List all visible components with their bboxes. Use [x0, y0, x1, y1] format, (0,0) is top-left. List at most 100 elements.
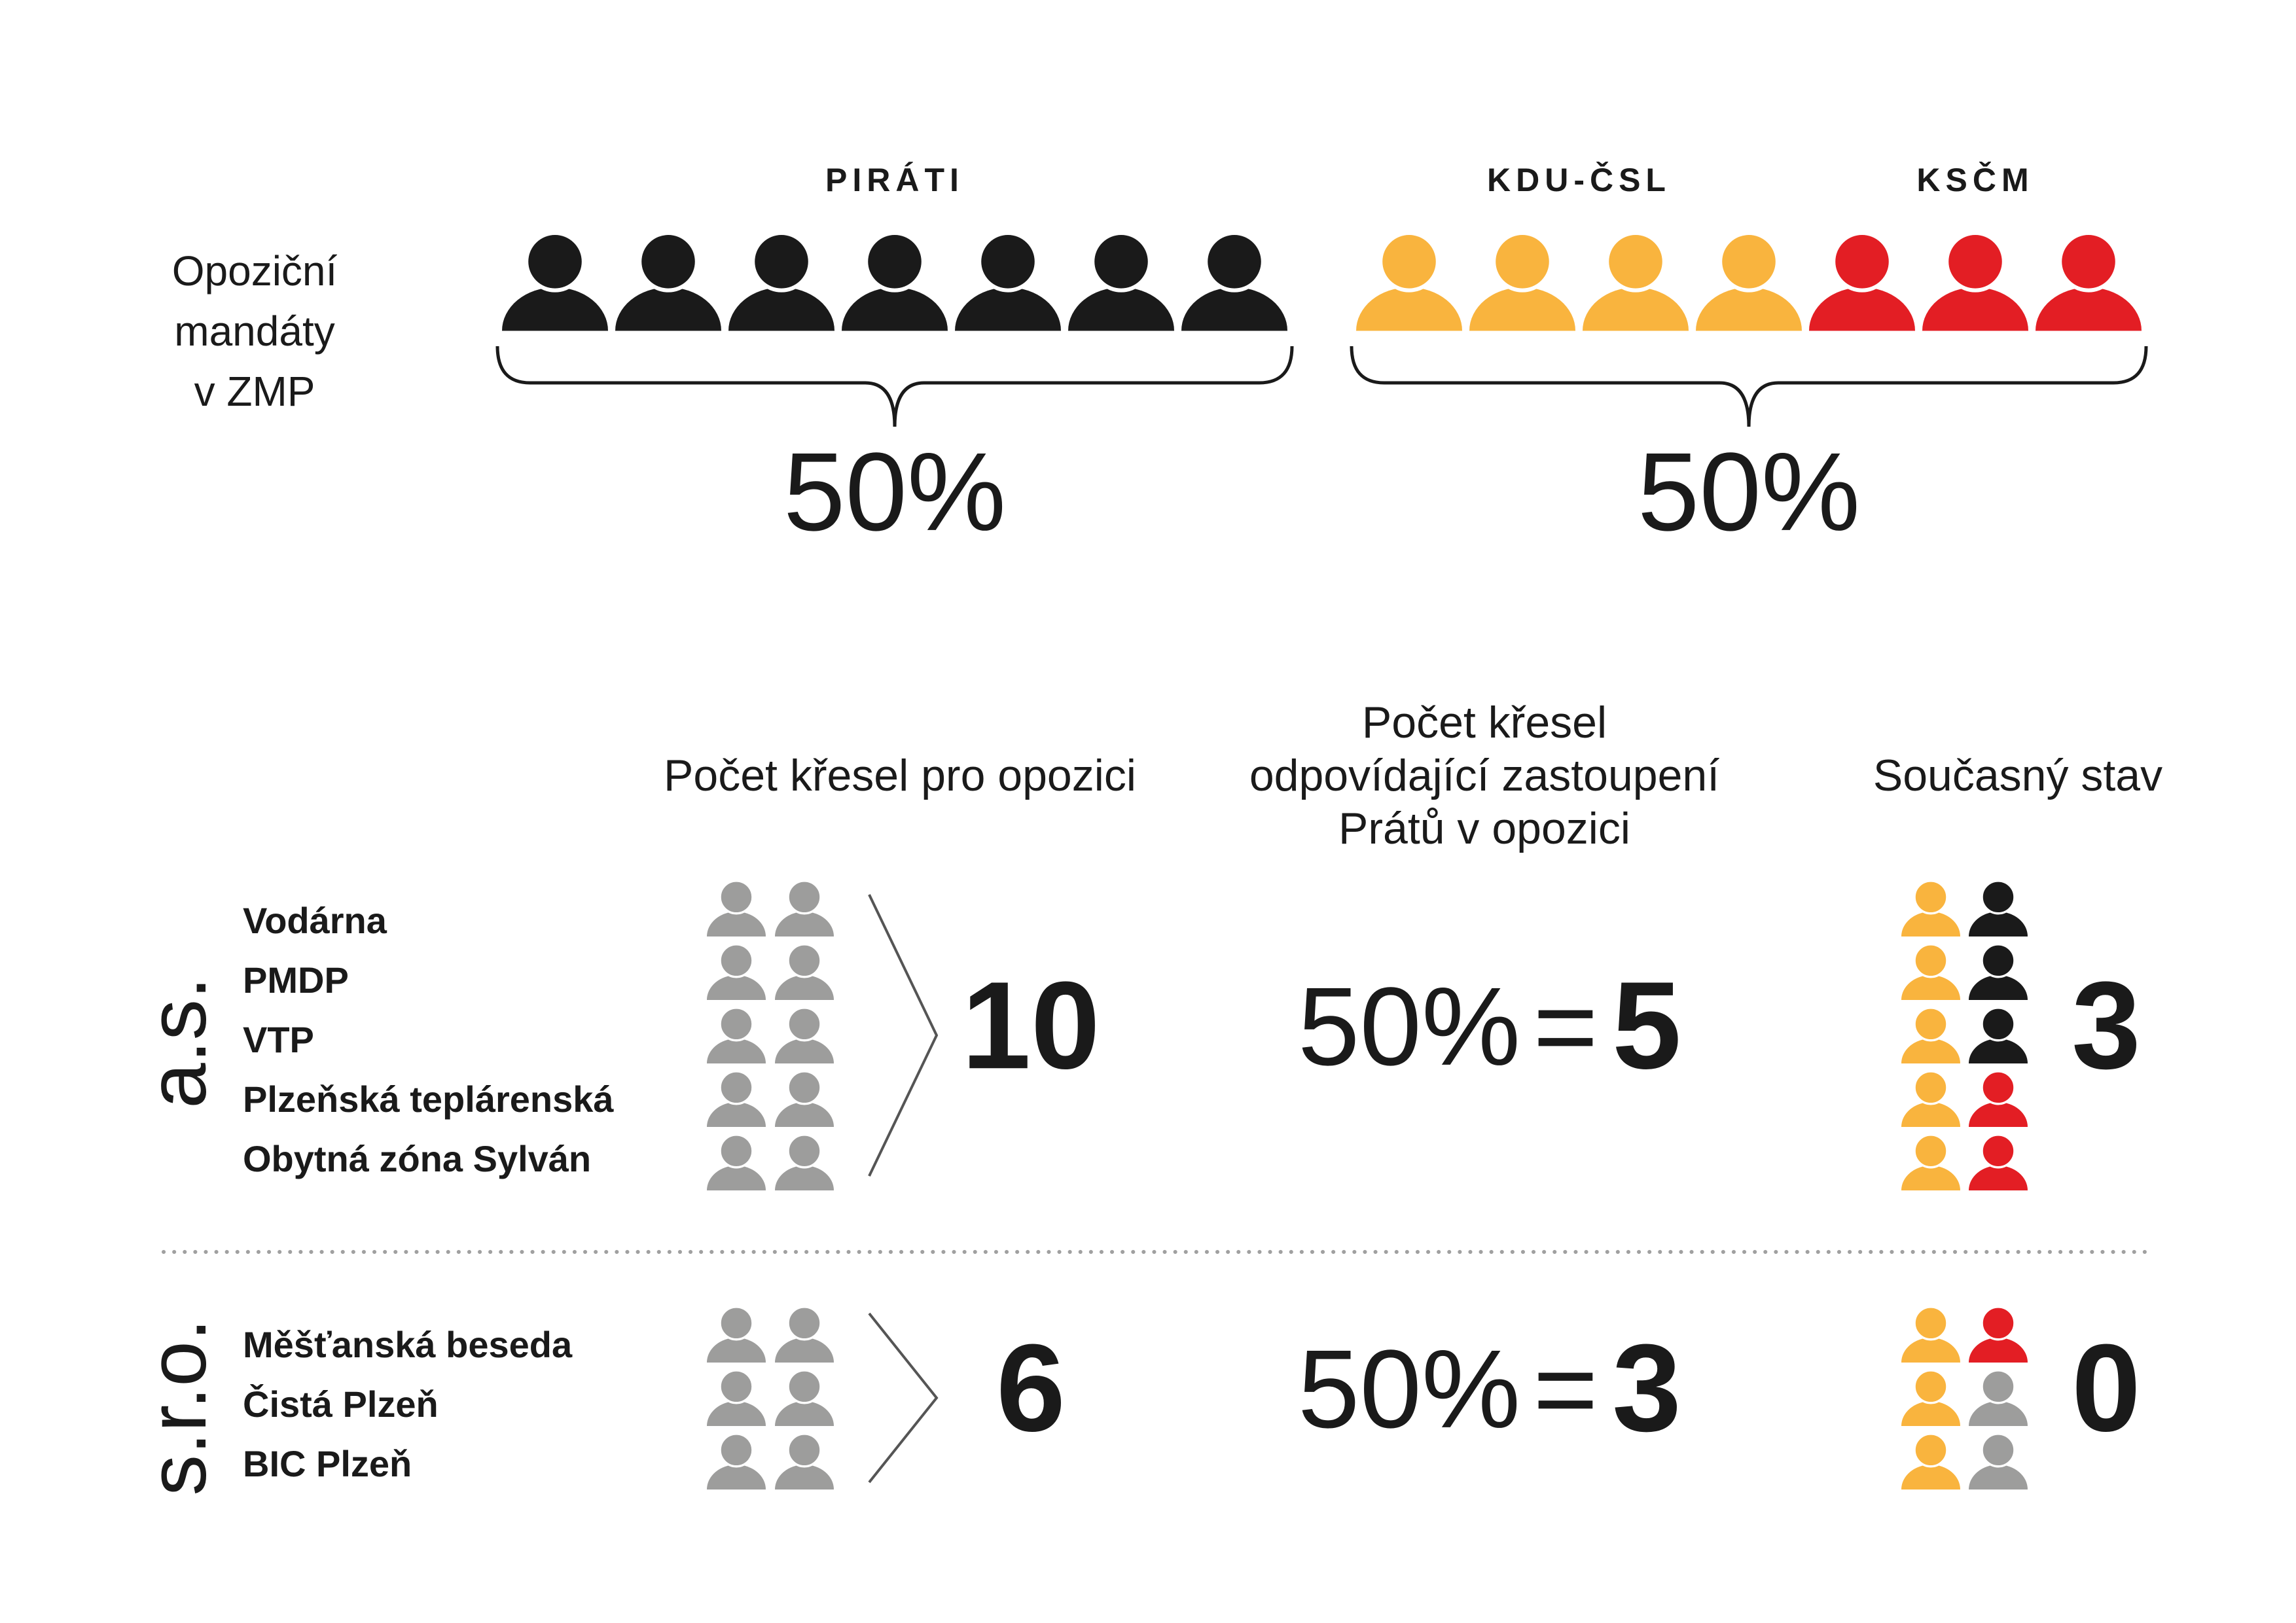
icon-head [787, 1070, 822, 1105]
seat-icon [1969, 1070, 2028, 1127]
icon-body [2036, 287, 2142, 331]
icon-head [787, 1369, 822, 1404]
icon-head [787, 1306, 822, 1341]
seat-icon [707, 1369, 766, 1426]
icon-body [955, 287, 1061, 331]
seat-icon [1809, 230, 1915, 331]
icon-head [1204, 230, 1265, 293]
icon-head [1605, 230, 1666, 293]
icon-head [1718, 230, 1780, 293]
company-name: Vodárna [243, 900, 387, 941]
icon-body [1969, 1166, 2028, 1190]
seat-icon [775, 1433, 834, 1489]
seat-icon [775, 943, 834, 1000]
seat-icon [1901, 880, 1960, 936]
icon-head [1913, 1433, 1948, 1468]
seat-icon [707, 1306, 766, 1363]
icon-body [707, 912, 766, 936]
icon-body [1181, 287, 1287, 331]
seat-icon [728, 230, 834, 331]
icon-head [1090, 230, 1152, 293]
seat-icon [707, 1433, 766, 1489]
section-label: mandáty [174, 308, 334, 355]
company-name: Obytná zóna Sylván [243, 1138, 591, 1179]
icon-head [1913, 1070, 1948, 1105]
icon-head [1913, 1133, 1948, 1169]
seat-icon [775, 1306, 834, 1363]
seat-icon [1901, 1306, 1960, 1363]
icon-head [751, 230, 812, 293]
seat-icon [1583, 230, 1689, 331]
seat-icon [1969, 1306, 2028, 1363]
chevron [868, 1312, 939, 1484]
company-name: BIC Plzeň [243, 1443, 412, 1484]
icon-body [1969, 912, 2028, 936]
party-name: PIRÁTI [825, 162, 964, 198]
icon-head [719, 1070, 754, 1105]
icon-body [1901, 912, 1960, 936]
share: 50% [783, 430, 1006, 554]
icon-head [2058, 230, 2119, 293]
row-share: 50% [1298, 965, 1520, 1089]
icon-body [1969, 1465, 2028, 1489]
company-name: Měšťanská beseda [243, 1324, 573, 1365]
icon-body [775, 1166, 834, 1190]
seat-icon [707, 1070, 766, 1127]
seat-icon [1696, 230, 1802, 331]
seat-icon [1356, 230, 1462, 331]
seat-icon [1969, 1369, 2028, 1426]
party-name: KSČM [1916, 161, 2034, 198]
icon-body [1901, 1338, 1960, 1363]
icon-head [524, 230, 586, 293]
icon-head [1981, 1007, 2016, 1042]
seat-icon [842, 230, 948, 331]
icon-body [775, 1039, 834, 1063]
icon-body [775, 1401, 834, 1426]
seat-icon [775, 1007, 834, 1063]
icon-body [615, 287, 721, 331]
icon-head [1981, 880, 2016, 915]
seat-icon [1901, 1369, 1960, 1426]
icon-head [787, 1433, 822, 1468]
section-label: v ZMP [194, 368, 315, 415]
column-header: odpovídající zastoupení [1249, 751, 1719, 800]
company-type: s.r.o. [132, 1319, 223, 1496]
icon-body [1696, 287, 1802, 331]
section-label: Opoziční [172, 247, 338, 294]
icon-head [719, 880, 754, 915]
icon-body [1969, 1401, 2028, 1426]
seat-icon [2036, 230, 2142, 331]
row-share: 50% [1298, 1327, 1520, 1452]
icon-body [1901, 1039, 1960, 1063]
icon-head [1831, 230, 1893, 293]
seat-icon [1901, 943, 1960, 1000]
seat-icon [1901, 1133, 1960, 1190]
icon-head [1981, 1070, 2016, 1105]
current-pirate-seats: 0 [2072, 1319, 2141, 1457]
seat-icon [1068, 230, 1174, 331]
equals: = [1533, 965, 1598, 1089]
icon-head [1981, 1369, 2016, 1404]
seat-icon [775, 1369, 834, 1426]
icon-body [1922, 287, 2028, 331]
company-name: Čistá Plzeň [243, 1383, 439, 1425]
seat-icon [775, 1070, 834, 1127]
icon-head [719, 1306, 754, 1341]
icon-body [707, 975, 766, 1000]
icon-body [707, 1039, 766, 1063]
icon-head [1981, 1306, 2016, 1341]
seat-icon [502, 230, 608, 331]
seat-icon [955, 230, 1061, 331]
icon-body [1969, 1039, 2028, 1063]
icon-head [719, 1369, 754, 1404]
icon-body [707, 1338, 766, 1363]
seat-icon [1969, 1133, 2028, 1190]
party-name: KDU-ČSL [1487, 161, 1671, 198]
icon-head [1913, 1306, 1948, 1341]
icon-head [1913, 880, 1948, 915]
icon-head [719, 1133, 754, 1169]
seat-icon [1922, 230, 2028, 331]
opposition-seats: 10 [961, 956, 1100, 1095]
icon-head [1945, 230, 2006, 293]
column-header: Současný stav [1873, 751, 2162, 800]
